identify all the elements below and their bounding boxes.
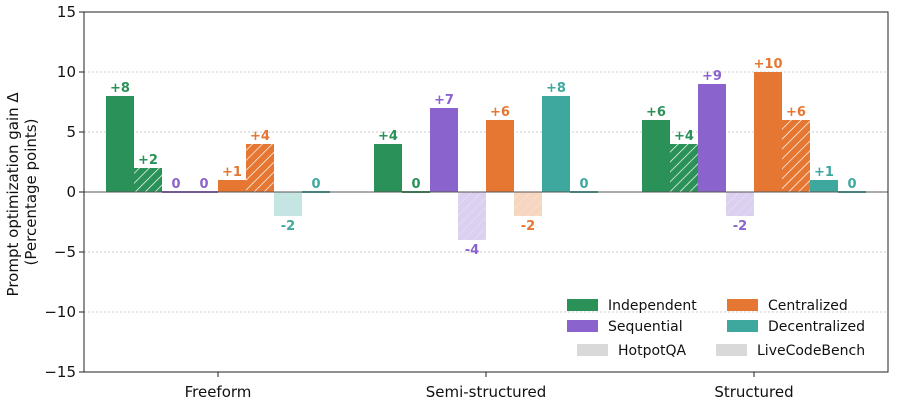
bar-decentralized-hotpotqa-semi-structured [542,96,570,192]
bar-decentralized-hotpotqa-freeform [274,192,302,216]
bar-independent-hotpotqa-structured [642,120,670,192]
value-label-decentralized-hotpotqa-semi-structured: +8 [546,81,566,96]
legend-label-independent: Independent [608,298,697,314]
bar-hatch-independent-livecodebench-structured [670,144,698,192]
y-tick-label: 15 [57,3,76,21]
y-tick-label: 0 [66,183,76,201]
legend-label-livecodebench: LiveCodeBench [757,343,865,359]
value-label-independent-hotpotqa-structured: +6 [646,105,666,120]
value-label-decentralized-livecodebench-structured: 0 [847,177,856,192]
value-label-decentralized-livecodebench-semi-structured: 0 [579,177,588,192]
bar-decentralized-hotpotqa-structured [810,180,838,192]
value-label-centralized-hotpotqa-semi-structured: +6 [490,105,510,120]
bar-independent-hotpotqa-semi-structured [374,144,402,192]
y-axis-label: Prompt optimization gain Δ (Percentage p… [4,88,40,297]
bar-hatch-centralized-livecodebench-semi-structured [514,192,542,216]
bar-sequential-hotpotqa-structured [698,84,726,192]
legend-swatch-decentralized [727,320,758,332]
value-label-centralized-hotpotqa-freeform: +1 [222,165,242,180]
bar-value-labels: +8+20 0+1+4-20+40+7-4+6-2+80+6+4+9-2+10+6… [110,57,857,258]
x-tick-label: Freeform [185,383,252,401]
bar-centralized-hotpotqa-structured [754,72,782,192]
value-label-independent-livecodebench-semi-structured: 0 [411,177,420,192]
bar-hatch-sequential-livecodebench-semi-structured [458,192,486,240]
value-label-centralized-livecodebench-freeform: +4 [250,129,270,144]
value-label-sequential-hotpotqa-structured: +9 [702,69,722,84]
value-label-decentralized-livecodebench-freeform: 0 [311,177,320,192]
legend-label-sequential: Sequential [608,319,683,335]
legend-label-centralized: Centralized [768,298,848,314]
value-label-centralized-hotpotqa-structured: +10 [754,57,783,72]
y-tick-label: 10 [57,63,76,81]
y-axis-label-line1: Prompt optimization gain Δ [4,92,22,297]
bar-sequential-hotpotqa-semi-structured [430,108,458,192]
bar-centralized-hotpotqa-semi-structured [486,120,514,192]
value-label-sequential-hotpotqa-freeform: 0 [171,177,180,192]
x-tick-label: Structured [714,383,793,401]
value-label-decentralized-hotpotqa-structured: +1 [814,165,834,180]
bar-hatch-centralized-livecodebench-structured [782,120,810,192]
value-label-sequential-livecodebench-structured: -2 [733,219,747,234]
legend-label-hotpotqa: HotpotQA [618,343,687,359]
y-tick-label: 5 [66,123,76,141]
value-label-independent-livecodebench-freeform: +2 [138,153,158,168]
value-label-sequential-hotpotqa-semi-structured: +7 [434,93,454,108]
bars [106,72,866,240]
y-tick-label: −10 [44,303,76,321]
value-label-independent-hotpotqa-semi-structured: +4 [378,129,398,144]
value-label-independent-livecodebench-structured: +4 [674,129,694,144]
value-label-sequential-livecodebench-freeform: 0 [199,177,208,192]
value-label-sequential-livecodebench-semi-structured: -4 [465,243,479,258]
y-tick-label: −5 [54,243,76,261]
x-tick-label: Semi-structured [426,383,547,401]
bar-hatch-sequential-livecodebench-structured [726,192,754,216]
legend: Independent Centralized Sequential Decentra… [567,298,865,359]
value-label-centralized-livecodebench-structured: +6 [786,105,806,120]
y-tick-label: −15 [44,363,76,381]
y-axis: −15 −10 −5 0 5 10 15 [44,3,84,381]
value-label-centralized-livecodebench-semi-structured: -2 [521,219,535,234]
y-axis-label-line2: (Percentage points) [22,119,40,266]
bar-hatch-centralized-livecodebench-freeform [246,144,274,192]
legend-swatch-independent [567,299,598,311]
legend-swatch-sequential [567,320,598,332]
legend-swatch-hotpotqa [577,344,608,356]
value-label-decentralized-hotpotqa-freeform: -2 [281,219,295,234]
legend-swatch-livecodebench [716,344,747,356]
legend-swatch-centralized [727,299,758,311]
x-axis: Freeform Semi-structured Structured [185,372,794,401]
value-label-independent-hotpotqa-freeform: +8 [110,81,130,96]
bar-centralized-hotpotqa-freeform [218,180,246,192]
bar-independent-hotpotqa-freeform [106,96,134,192]
legend-label-decentralized: Decentralized [768,319,865,335]
bar-hatch-independent-livecodebench-freeform [134,168,162,192]
